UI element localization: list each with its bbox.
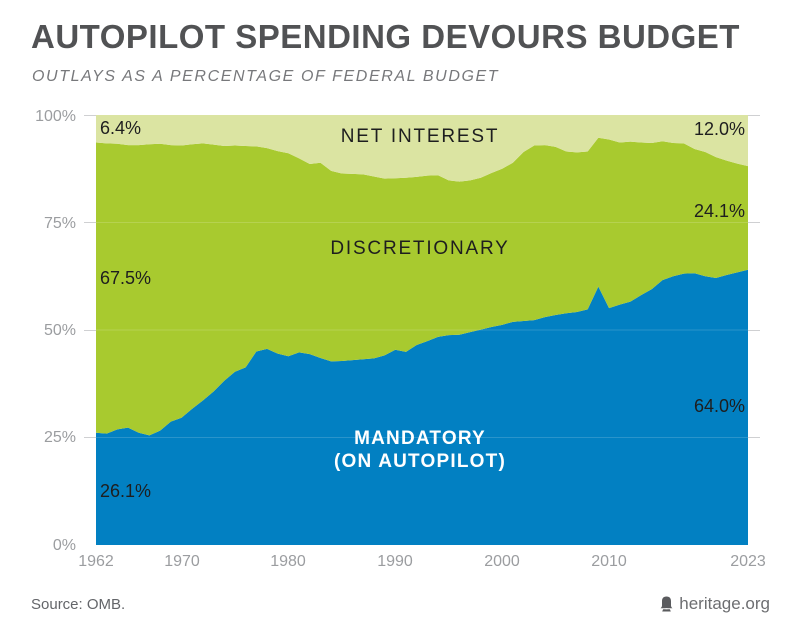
band-label-mandatory-line1: MANDATORY xyxy=(354,428,486,449)
x-axis-tick: 2023 xyxy=(730,553,766,570)
area-mandatory-on-autopilot xyxy=(96,269,748,545)
band-label-mandatory-line2: (ON AUTOPILOT) xyxy=(334,451,506,472)
label-mandatory-1962: 26.1% xyxy=(100,481,152,501)
band-label-discretionary: DISCRETIONARY xyxy=(330,238,510,259)
x-axis-tick: 1962 xyxy=(78,553,114,570)
y-axis-tick: 0% xyxy=(52,537,76,554)
page-title: AUTOPILOT SPENDING DEVOURS BUDGET xyxy=(31,18,740,55)
brand-label: heritage.org xyxy=(679,594,770,613)
y-axis-tick: 100% xyxy=(35,108,76,125)
label-net-interest-2023: 12.0% xyxy=(693,119,745,139)
x-axis-tick: 1990 xyxy=(377,553,413,570)
label-discretionary-2023: 24.1% xyxy=(693,201,745,221)
stacked-area-plot xyxy=(96,115,748,545)
x-axis-tick: 1980 xyxy=(270,553,306,570)
y-axis-tick: 50% xyxy=(43,322,76,339)
x-axis-tick: 2000 xyxy=(484,553,520,570)
label-net-interest-1962: 6.4% xyxy=(100,118,142,138)
liberty-bell-icon xyxy=(660,596,673,611)
area-discretionary xyxy=(96,137,748,436)
y-axis-tick: 25% xyxy=(43,429,76,446)
label-mandatory-2023: 64.0% xyxy=(693,396,745,416)
x-axis-tick: 2010 xyxy=(591,553,627,570)
y-axis-tick: 75% xyxy=(43,215,76,232)
source-note: Source: OMB. xyxy=(31,596,126,613)
label-discretionary-1962: 67.5% xyxy=(100,268,152,288)
page-subtitle: OUTLAYS AS A PERCENTAGE OF FEDERAL BUDGE… xyxy=(32,68,500,85)
area-net-interest xyxy=(96,115,748,182)
x-axis-tick: 1970 xyxy=(164,553,200,570)
band-label-mandatory: MANDATORY (ON AUTOPILOT) xyxy=(270,427,570,473)
band-label-net-interest: NET INTEREST xyxy=(340,126,500,147)
brand-mark: heritage.org xyxy=(659,594,770,614)
